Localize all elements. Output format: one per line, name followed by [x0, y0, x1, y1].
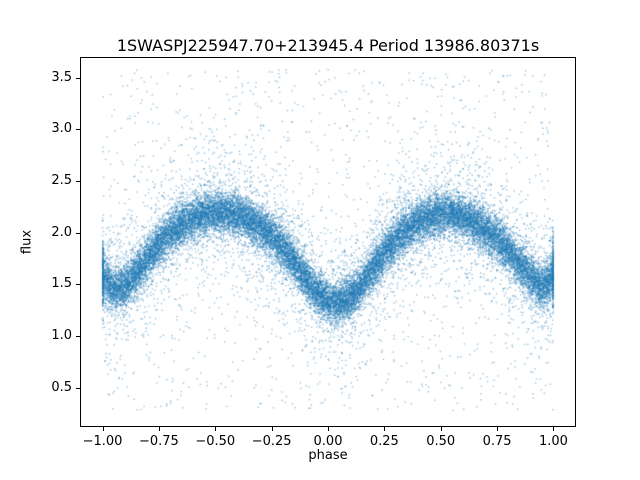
x-tick-label: 0.75	[482, 434, 512, 449]
y-tick-mark	[76, 387, 80, 389]
x-tick-label: −0.50	[195, 434, 236, 449]
x-tick-label: −1.00	[82, 434, 123, 449]
x-tick-mark	[215, 427, 217, 431]
x-tick-label: 0.00	[313, 434, 343, 449]
y-tick-label: 3.0	[51, 121, 72, 137]
y-tick-label: 3.5	[51, 69, 72, 85]
x-tick-mark	[497, 427, 499, 431]
x-tick-mark	[328, 427, 329, 431]
y-tick-label: 1.5	[51, 276, 72, 292]
chart-title: 1SWASPJ225947.70+213945.4 Period 13986.8…	[116, 36, 540, 55]
y-tick-label: 1.0	[51, 328, 72, 344]
y-tick-label: 0.5	[51, 379, 72, 395]
x-axis-label: phase	[308, 448, 348, 463]
scatter-plot-canvas	[80, 57, 576, 427]
y-tick-mark	[76, 232, 80, 234]
x-tick-mark	[440, 427, 442, 431]
x-tick-label: 0.25	[369, 434, 399, 449]
x-tick-mark	[102, 427, 104, 431]
x-tick-mark	[271, 427, 273, 431]
y-tick-mark	[76, 129, 80, 131]
y-tick-mark	[76, 336, 80, 338]
y-tick-mark	[76, 77, 80, 79]
x-tick-mark	[553, 427, 555, 431]
x-tick-mark	[158, 427, 160, 431]
y-tick-label: 2.0	[51, 224, 72, 240]
x-tick-label: 0.50	[426, 434, 456, 449]
x-tick-label: 1.00	[538, 434, 568, 449]
y-tick-mark	[76, 181, 80, 183]
y-tick-mark	[76, 284, 80, 286]
y-axis-label: flux	[19, 229, 35, 255]
x-tick-label: −0.75	[138, 434, 179, 449]
x-tick-label: −0.25	[251, 434, 292, 449]
y-tick-label: 2.5	[51, 173, 72, 189]
x-tick-mark	[384, 427, 386, 431]
